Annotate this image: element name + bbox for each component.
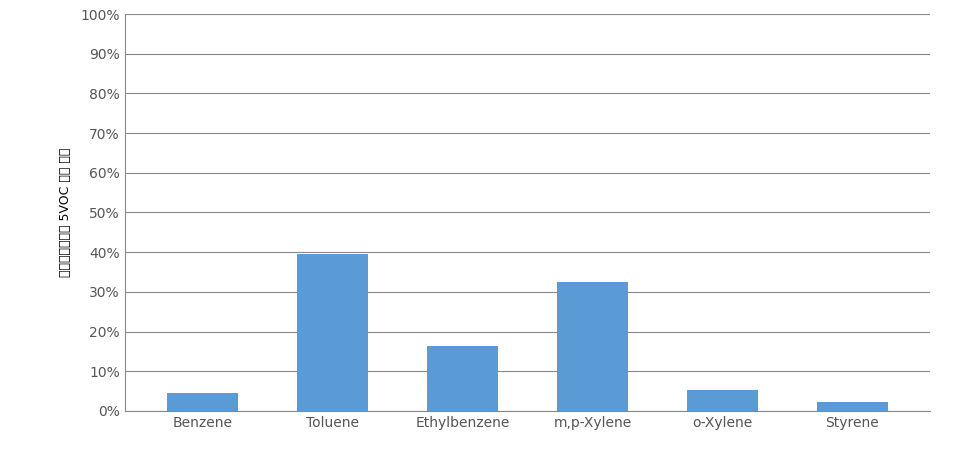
Y-axis label: 현장측정결과의 5VOC 구성 비율: 현장측정결과의 5VOC 구성 비율	[58, 148, 72, 277]
Bar	[556, 282, 628, 411]
Bar	[687, 390, 758, 411]
Bar	[816, 402, 888, 411]
Bar	[167, 393, 239, 411]
Bar	[427, 346, 499, 411]
Bar	[297, 254, 368, 411]
